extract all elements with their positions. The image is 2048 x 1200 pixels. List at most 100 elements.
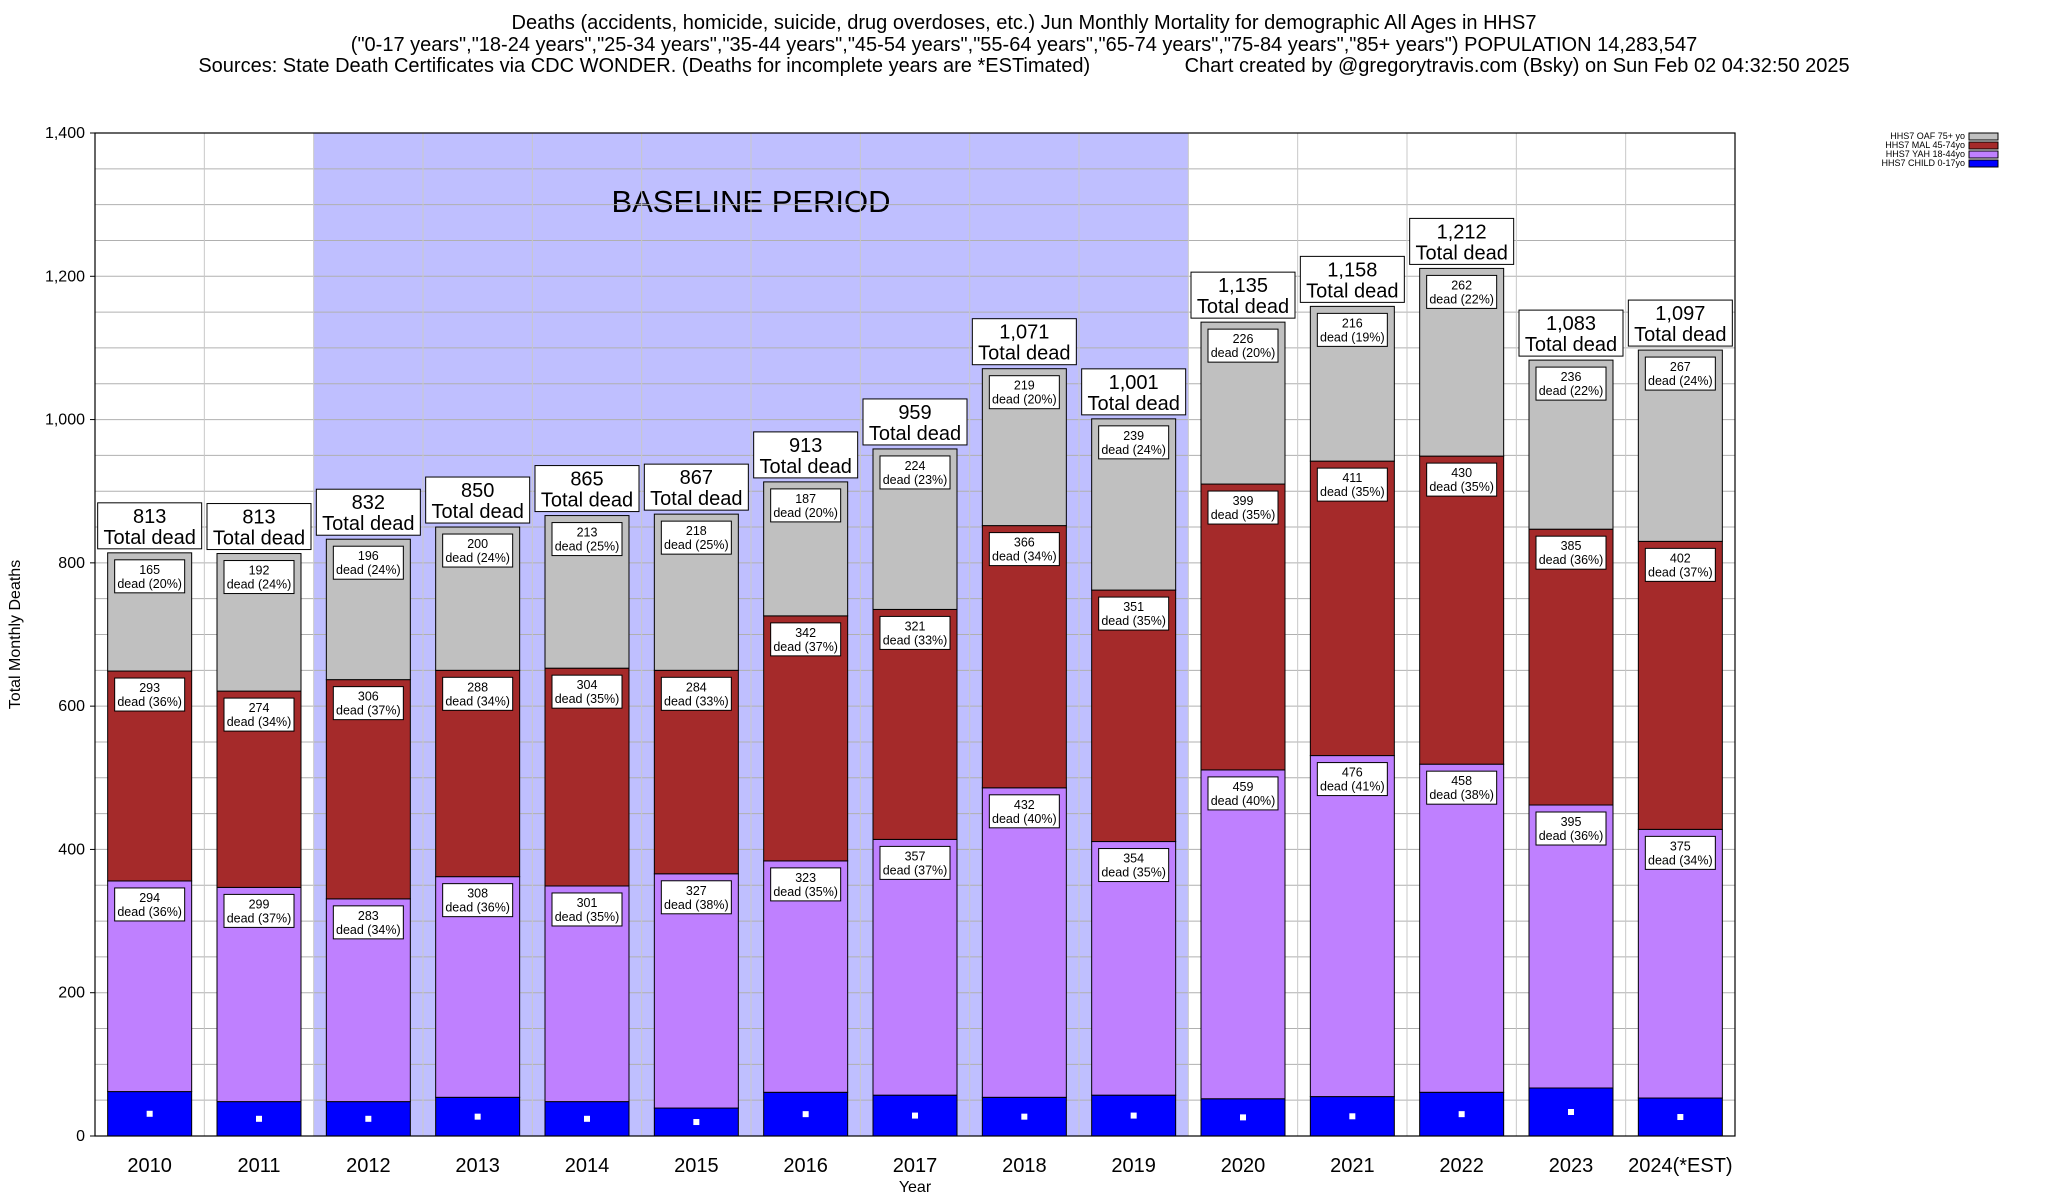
segment-percent-label: dead (34%) <box>1648 853 1713 867</box>
plot-frame <box>94 132 1736 1137</box>
segment-percent-label: dead (36%) <box>117 905 182 919</box>
x-tick-label: 2014 <box>565 1155 610 1177</box>
child-marker <box>1568 1108 1574 1115</box>
segment-label-box <box>1098 848 1170 883</box>
total-suffix-label: Total dead <box>432 501 524 523</box>
segment-percent-label: dead (37%) <box>336 704 401 718</box>
segment-value-label: 288 <box>467 680 488 694</box>
segment-value-label: 354 <box>1123 852 1144 866</box>
chart-source-line: Sources: State Death Certificates via CD… <box>198 55 1850 77</box>
segment-percent-label: dead (40%) <box>992 812 1057 826</box>
segment-label-box <box>1316 467 1388 502</box>
total-label-box <box>1627 299 1733 347</box>
child-marker <box>1130 1112 1137 1119</box>
bar-segment <box>1200 483 1286 771</box>
bar-segment <box>981 787 1067 1098</box>
total-suffix-label: Total dead <box>869 423 961 445</box>
segment-value-label: 165 <box>139 563 160 577</box>
segment-label-box <box>770 488 842 523</box>
total-label-box <box>1190 271 1296 319</box>
child-marker <box>693 1119 700 1126</box>
segment-value-label: 395 <box>1561 815 1582 829</box>
segment-label-box <box>660 520 732 555</box>
segment-value-label: 274 <box>249 701 270 715</box>
segment-label-box <box>879 455 951 490</box>
segment-percent-label: dead (24%) <box>336 563 401 577</box>
segment-value-label: 375 <box>1670 839 1691 853</box>
segment-percent-label: dead (38%) <box>1429 788 1494 802</box>
segment-value-label: 402 <box>1670 551 1691 565</box>
bar-segment <box>1637 540 1723 830</box>
y-tick-label: 1,400 <box>45 125 85 142</box>
segment-value-label: 308 <box>467 887 488 901</box>
total-suffix-label: Total dead <box>213 528 305 550</box>
segment-value-label: 192 <box>249 564 270 578</box>
segment-label-box <box>114 887 186 922</box>
segment-percent-label: dead (19%) <box>1320 330 1385 344</box>
segment-value-label: 458 <box>1451 774 1472 788</box>
segment-label-box <box>442 883 514 918</box>
x-tick-label: 2021 <box>1330 1155 1375 1177</box>
segment-percent-label: dead (37%) <box>773 640 838 654</box>
segment-value-label: 476 <box>1342 766 1363 780</box>
total-value-label: 1,135 <box>1218 275 1268 297</box>
segment-percent-label: dead (33%) <box>883 633 948 647</box>
child-marker <box>1240 1114 1246 1121</box>
segment-label-box <box>223 560 295 595</box>
total-suffix-label: Total dead <box>1416 242 1508 264</box>
total-label-box <box>753 431 859 479</box>
y-tick-label: 200 <box>58 985 85 1002</box>
legend-label: HHS7 OAF 75+ yo <box>1890 131 1965 141</box>
segment-label-box <box>1207 490 1279 525</box>
segment-percent-label: dead (20%) <box>992 393 1057 407</box>
segment-label-box <box>770 867 842 902</box>
total-label-box <box>643 463 749 511</box>
total-value-label: 1,071 <box>999 322 1049 344</box>
segment-percent-label: dead (34%) <box>445 694 510 708</box>
chart-title: Deaths (accidents, homicide, suicide, dr… <box>511 12 1537 34</box>
segment-value-label: 218 <box>686 524 707 538</box>
segment-value-label: 239 <box>1123 429 1144 443</box>
child-marker <box>1458 1111 1465 1118</box>
total-label-box <box>534 465 640 513</box>
segment-label-box <box>988 794 1060 829</box>
total-label-box <box>206 503 312 551</box>
segment-label-box <box>1426 462 1498 497</box>
child-marker <box>912 1112 918 1119</box>
total-suffix-label: Total dead <box>1634 324 1726 346</box>
legend-swatch <box>1968 159 1999 168</box>
x-tick-label: 2024(*EST) <box>1628 1155 1733 1177</box>
child-marker <box>146 1110 153 1117</box>
segment-value-label: 430 <box>1451 466 1472 480</box>
segment-value-label: 200 <box>467 537 488 551</box>
segment-value-label: 216 <box>1342 316 1363 330</box>
x-tick-label: 2015 <box>674 1155 719 1177</box>
segment-value-label: 267 <box>1670 360 1691 374</box>
segment-value-label: 342 <box>795 626 816 640</box>
segment-label-box <box>1535 535 1607 570</box>
legend-label: HHS7 MAL 45-74yo <box>1885 140 1965 150</box>
segment-value-label: 432 <box>1014 798 1035 812</box>
bar-segment <box>1419 763 1505 1093</box>
segment-label-box <box>1644 547 1716 582</box>
segment-value-label: 399 <box>1233 494 1254 508</box>
total-suffix-label: Total dead <box>1088 393 1180 415</box>
total-label-box <box>1518 309 1624 357</box>
y-tick-label: 400 <box>58 841 85 858</box>
segment-value-label: 196 <box>358 549 379 563</box>
segment-percent-label: dead (20%) <box>773 506 838 520</box>
total-suffix-label: Total dead <box>978 343 1070 365</box>
y-tick-label: 0 <box>76 1128 85 1145</box>
x-tick-label: 2016 <box>783 1155 828 1177</box>
segment-percent-label: dead (35%) <box>1101 614 1166 628</box>
segment-percent-label: dead (34%) <box>227 715 292 729</box>
segment-value-label: 351 <box>1123 600 1144 614</box>
segment-label-box <box>1426 770 1498 805</box>
segment-label-box <box>1535 366 1607 401</box>
segment-label-box <box>770 622 842 657</box>
bar-segment <box>763 615 849 862</box>
total-value-label: 813 <box>242 507 275 529</box>
segment-label-box <box>551 892 623 927</box>
segment-label-box <box>1207 328 1279 363</box>
segment-percent-label: dead (20%) <box>1211 346 1276 360</box>
